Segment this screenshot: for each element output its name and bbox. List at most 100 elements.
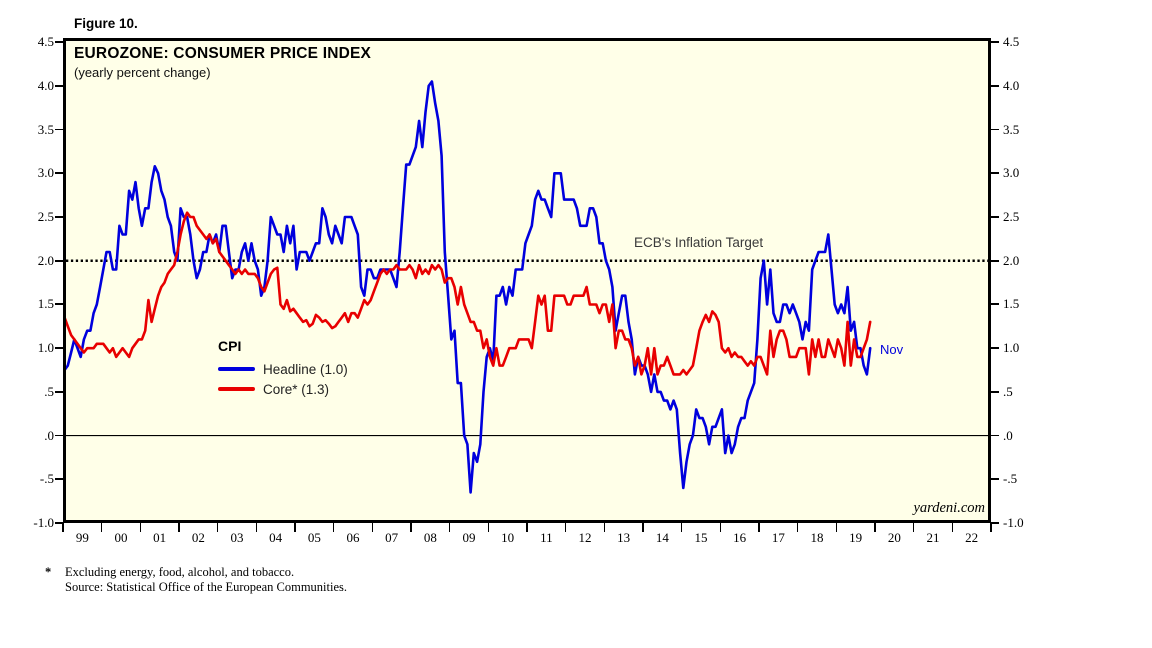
y-axis-label-left: .0 (44, 427, 54, 443)
x-tickmark (526, 523, 528, 532)
y-tickmark-right (991, 390, 999, 393)
x-axis-year-label: 10 (501, 530, 515, 545)
y-axis-label-right: -.5 (1003, 471, 1018, 487)
chart-title: EUROZONE: CONSUMER PRICE INDEX (74, 45, 372, 62)
x-tickmark (835, 523, 838, 532)
ecb-inflation-target-label: ECB's Inflation Target (634, 235, 764, 250)
x-axis-year-label: 11 (540, 530, 553, 545)
x-axis-year-label: 07 (385, 530, 399, 545)
x-tickmark (874, 523, 876, 532)
headline-line (66, 80, 872, 494)
footnote-line-2: Source: Statistical Office of the Europe… (65, 580, 347, 594)
legend-item-headline-label: Headline (1.0) (263, 361, 348, 377)
x-axis-year-label: 02 (191, 530, 205, 545)
y-axis-label-right: 3.5 (1003, 121, 1020, 137)
y-tickmark-left (55, 434, 63, 437)
y-tickmark-right (991, 347, 999, 349)
x-axis-year-label: 13 (617, 530, 631, 545)
x-tickmark (951, 523, 954, 532)
x-tickmark (912, 523, 915, 532)
y-tickmark-left (55, 478, 63, 481)
x-axis-year-label: 19 (849, 530, 863, 545)
x-axis-year-label: 99 (75, 530, 89, 545)
x-tickmark (255, 523, 258, 532)
x-tickmark (796, 523, 799, 532)
chart-legend: CPI Headline (1.0) Core* (1.3) (218, 338, 348, 399)
y-axis-label-right: 4.0 (1003, 77, 1020, 93)
x-axis-year-label: 04 (269, 530, 283, 545)
y-axis-label-right: 4.5 (1003, 34, 1020, 50)
x-axis-year-label: 14 (655, 530, 669, 545)
legend-item-core: Core* (1.3) (218, 379, 348, 399)
y-tickmark-left (55, 259, 63, 262)
y-tickmark-right (991, 303, 999, 306)
x-tickmark (139, 523, 142, 532)
x-axis-year-label: 15 (694, 530, 708, 545)
y-axis-label-left: 3.0 (37, 165, 54, 181)
legend-heading: CPI (218, 338, 242, 354)
y-axis-label-left: 1.5 (37, 296, 54, 312)
x-axis-year-label: 06 (346, 530, 360, 545)
x-tickmark (216, 523, 219, 532)
y-axis-label-left: -1.0 (33, 515, 54, 530)
y-tickmark-left (55, 216, 63, 218)
x-axis-year-label: 01 (153, 530, 167, 545)
y-axis-label-right: .5 (1003, 383, 1013, 399)
chart-subtitle: (yearly percent change) (74, 65, 211, 80)
y-axis-label-left: 3.5 (37, 121, 54, 137)
x-tickmark (990, 523, 992, 532)
x-tickmark (603, 523, 606, 532)
footnote-line-1: Excluding energy, food, alcohol, and tob… (65, 565, 295, 579)
x-tickmark (371, 523, 374, 532)
y-tickmark-right (991, 259, 999, 262)
y-tickmark-right (991, 172, 999, 175)
x-tickmark (487, 523, 490, 532)
figure-label: Figure 10. (74, 16, 138, 31)
y-axis-label-right: .0 (1003, 427, 1013, 443)
headline-line-swatch (218, 367, 255, 371)
y-tickmark-left (55, 303, 63, 306)
x-axis-year-label: 16 (733, 530, 747, 545)
x-tickmark (178, 523, 180, 532)
latest-point-label: Nov (880, 342, 904, 357)
y-tickmark-left (55, 522, 63, 524)
core-line-swatch (218, 387, 255, 391)
core-line (66, 211, 872, 376)
x-tickmark (564, 523, 567, 532)
x-axis-year-label: 12 (578, 530, 592, 545)
y-tickmark-right (991, 216, 999, 218)
x-axis-year-label: 00 (114, 530, 128, 545)
y-axis-label-right: -1.0 (1003, 515, 1024, 530)
y-tickmark-right (991, 522, 999, 524)
y-axis-label-right: 1.5 (1003, 296, 1020, 312)
x-axis-year-label: 21 (926, 530, 940, 545)
footnote-asterisk: * (45, 565, 52, 579)
y-axis-label-left: 2.5 (37, 209, 54, 225)
x-tickmark (410, 523, 412, 532)
legend-item-core-label: Core* (1.3) (263, 381, 330, 397)
y-axis-label-left: 4.5 (37, 34, 54, 50)
y-tickmark-left (55, 172, 63, 175)
x-tickmark (642, 523, 644, 532)
y-tickmark-right (991, 434, 999, 437)
y-tickmark-right (991, 84, 999, 87)
x-axis-year-label: 18 (810, 530, 824, 545)
x-axis-year-label: 09 (462, 530, 476, 545)
cpi-line-chart (66, 80, 988, 494)
x-axis-year-label: 05 (307, 530, 321, 545)
x-tickmark (62, 523, 64, 532)
y-tickmark-right (991, 478, 999, 481)
y-tickmark-left (55, 390, 63, 393)
y-axis-label-right: 3.0 (1003, 165, 1020, 181)
y-axis-label-right: 2.5 (1003, 209, 1020, 225)
legend-item-headline: Headline (1.0) (218, 359, 348, 379)
y-axis-label-right: 1.0 (1003, 340, 1020, 356)
y-axis-label-left: 2.0 (37, 252, 54, 268)
x-axis-year-label: 20 (887, 530, 901, 545)
x-axis-year-label: 08 (423, 530, 437, 545)
x-axis-year-label: 03 (230, 530, 244, 545)
y-axis-label-left: 4.0 (37, 77, 54, 93)
x-tickmark (719, 523, 722, 532)
y-axis-label-left: 1.0 (37, 340, 54, 356)
